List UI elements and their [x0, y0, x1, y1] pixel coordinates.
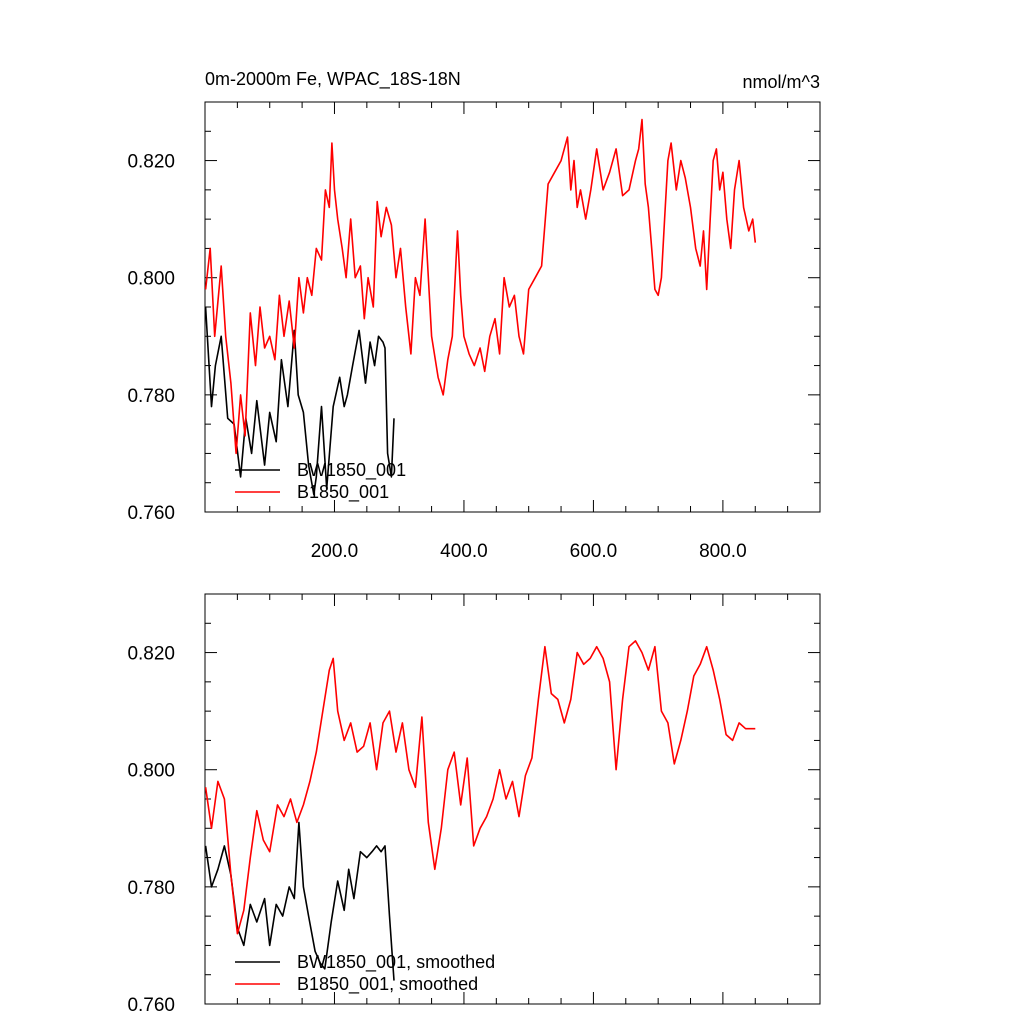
x-tick-label: 400.0 [440, 541, 488, 562]
x-tick-label: 600.0 [570, 541, 618, 562]
x-tick-label: 800.0 [699, 541, 747, 562]
y-tick-label: 0.820 [127, 644, 175, 665]
legend-label: B1850_001 [297, 482, 389, 503]
series-lines [205, 640, 756, 981]
chart-title: 0m-2000m Fe, WPAC_18S-18N [205, 69, 461, 90]
legend-label: BW1850_001, smoothed [297, 952, 495, 973]
y-tick-label: 0.800 [127, 761, 175, 782]
y-tick-label: 0.820 [127, 152, 175, 173]
series-lines [205, 118, 757, 496]
legend-label: BW1850_001 [297, 460, 406, 481]
series-line-2 [205, 640, 756, 935]
series-line-1 [205, 821, 395, 981]
series-line-2 [205, 118, 757, 455]
series-line-1 [205, 306, 395, 496]
chart-panel-1: 200.0 400.0 600.0 800.0 0.760 0.780 0.800 0.820… [127, 69, 821, 562]
y-tick-label: 0.780 [127, 878, 175, 899]
x-tick-label: 200.0 [311, 541, 359, 562]
chart-panels: 200.0 400.0 600.0 800.0 0.760 0.780 0.800 0.820… [127, 69, 821, 1016]
plot-frame [204, 593, 821, 1005]
chart-panel-2: 0.760 0.780 0.800 0.820 BW1850_001, smoothed… [127, 593, 821, 1016]
chart-units: nmol/m^3 [743, 72, 820, 92]
y-tick-label: 0.780 [127, 386, 175, 407]
legend-label: B1850_001, smoothed [297, 974, 478, 995]
y-tick-label: 0.760 [127, 995, 175, 1016]
y-tick-label: 0.760 [127, 503, 175, 524]
y-tick-label: 0.800 [127, 269, 175, 290]
